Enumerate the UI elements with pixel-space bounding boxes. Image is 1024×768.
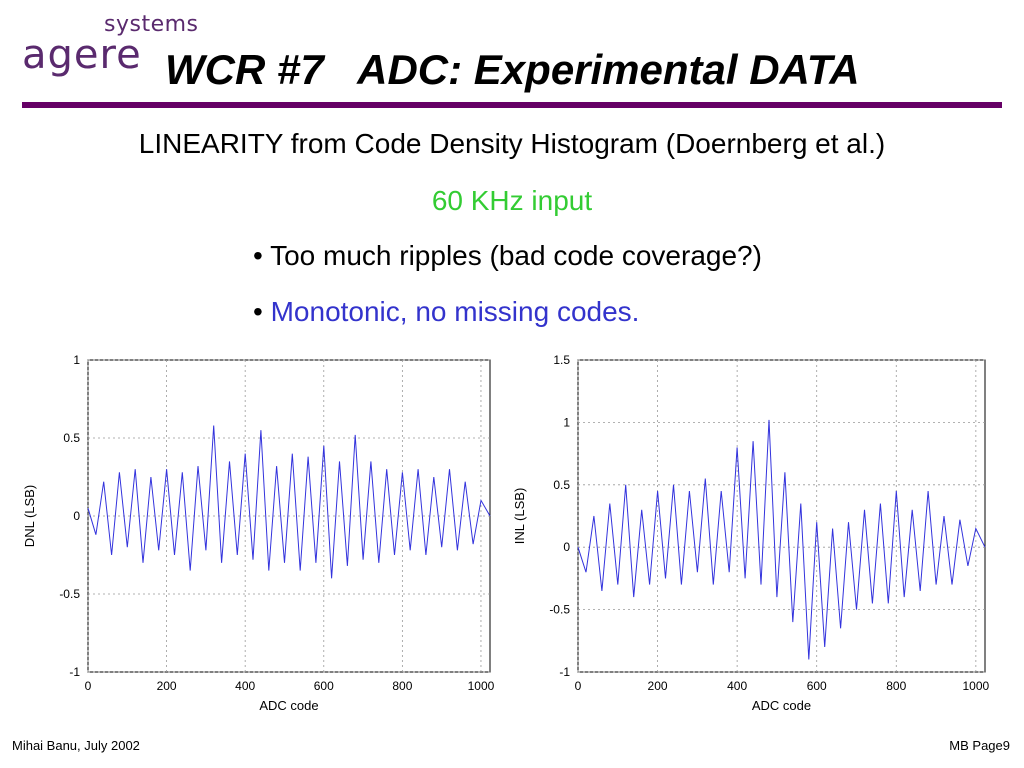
footer-author-date: Mihai Banu, July 2002 xyxy=(12,738,140,753)
x-tick-label: 600 xyxy=(807,679,827,693)
y-tick-label: -1 xyxy=(559,665,570,679)
inl-chart: 0 200 400 600 800 1000 -1 -0.5 0 0.5 1 1.5 ADC code I… xyxy=(512,353,990,713)
bullet-marker: • xyxy=(253,240,263,271)
x-tick-label: 1000 xyxy=(468,679,495,693)
bullet-text: Too much ripples (bad code coverage?) xyxy=(270,240,762,271)
y-tick-label: 1 xyxy=(563,415,570,429)
x-axis-label: ADC code xyxy=(752,698,811,713)
y-tick-label: 1 xyxy=(73,353,80,367)
y-tick-label: -0.5 xyxy=(549,603,570,617)
x-tick-label: 800 xyxy=(886,679,906,693)
x-tick-label: 200 xyxy=(157,679,177,693)
series-line xyxy=(577,419,986,660)
bullet-item-ripples: • Too much ripples (bad code coverage?) xyxy=(253,240,762,272)
bullet-marker: • xyxy=(253,296,263,327)
x-tick-label: 400 xyxy=(727,679,747,693)
dnl-chart: 0 200 400 600 800 1000 -1 -0.5 0 0.5 1 ADC code DNL … xyxy=(22,353,495,713)
series-line xyxy=(87,425,491,579)
y-tick-label: 0 xyxy=(73,509,80,523)
logo-agere-text: agere xyxy=(22,32,142,78)
slide-subtitle: LINEARITY from Code Density Histogram (D… xyxy=(138,128,886,159)
bullet-item-monotonic: • Monotonic, no missing codes. xyxy=(253,296,639,328)
agere-logo: systems agere xyxy=(22,12,198,92)
x-tick-label: 0 xyxy=(575,679,582,693)
x-tick-label: 600 xyxy=(314,679,334,693)
title-divider xyxy=(22,102,1002,108)
y-tick-label: 1.5 xyxy=(553,353,570,367)
input-note: 60 KHz input xyxy=(431,185,593,216)
y-tick-label: -1 xyxy=(69,665,80,679)
logo-systems-text: systems xyxy=(104,12,199,37)
x-axis-label: ADC code xyxy=(259,698,318,713)
inl-chart-plot-frame xyxy=(577,359,986,673)
x-tick-label: 400 xyxy=(235,679,255,693)
y-tick-label: 0.5 xyxy=(63,431,80,445)
x-tick-label: 200 xyxy=(648,679,668,693)
footer-page-label: MB Page9 xyxy=(949,738,1010,753)
y-tick-label: 0 xyxy=(563,540,570,554)
x-tick-label: 800 xyxy=(392,679,412,693)
bullet-text: Monotonic, no missing codes. xyxy=(270,296,640,327)
slide-title: WCR #7 ADC: Experimental DATA xyxy=(165,46,860,93)
y-axis-label: DNL (LSB) xyxy=(22,485,37,547)
y-tick-label: 0.5 xyxy=(553,478,570,492)
y-axis-label: INL (LSB) xyxy=(512,488,527,545)
x-tick-label: 1000 xyxy=(962,679,989,693)
x-tick-label: 0 xyxy=(85,679,92,693)
y-tick-label: -0.5 xyxy=(59,587,80,601)
